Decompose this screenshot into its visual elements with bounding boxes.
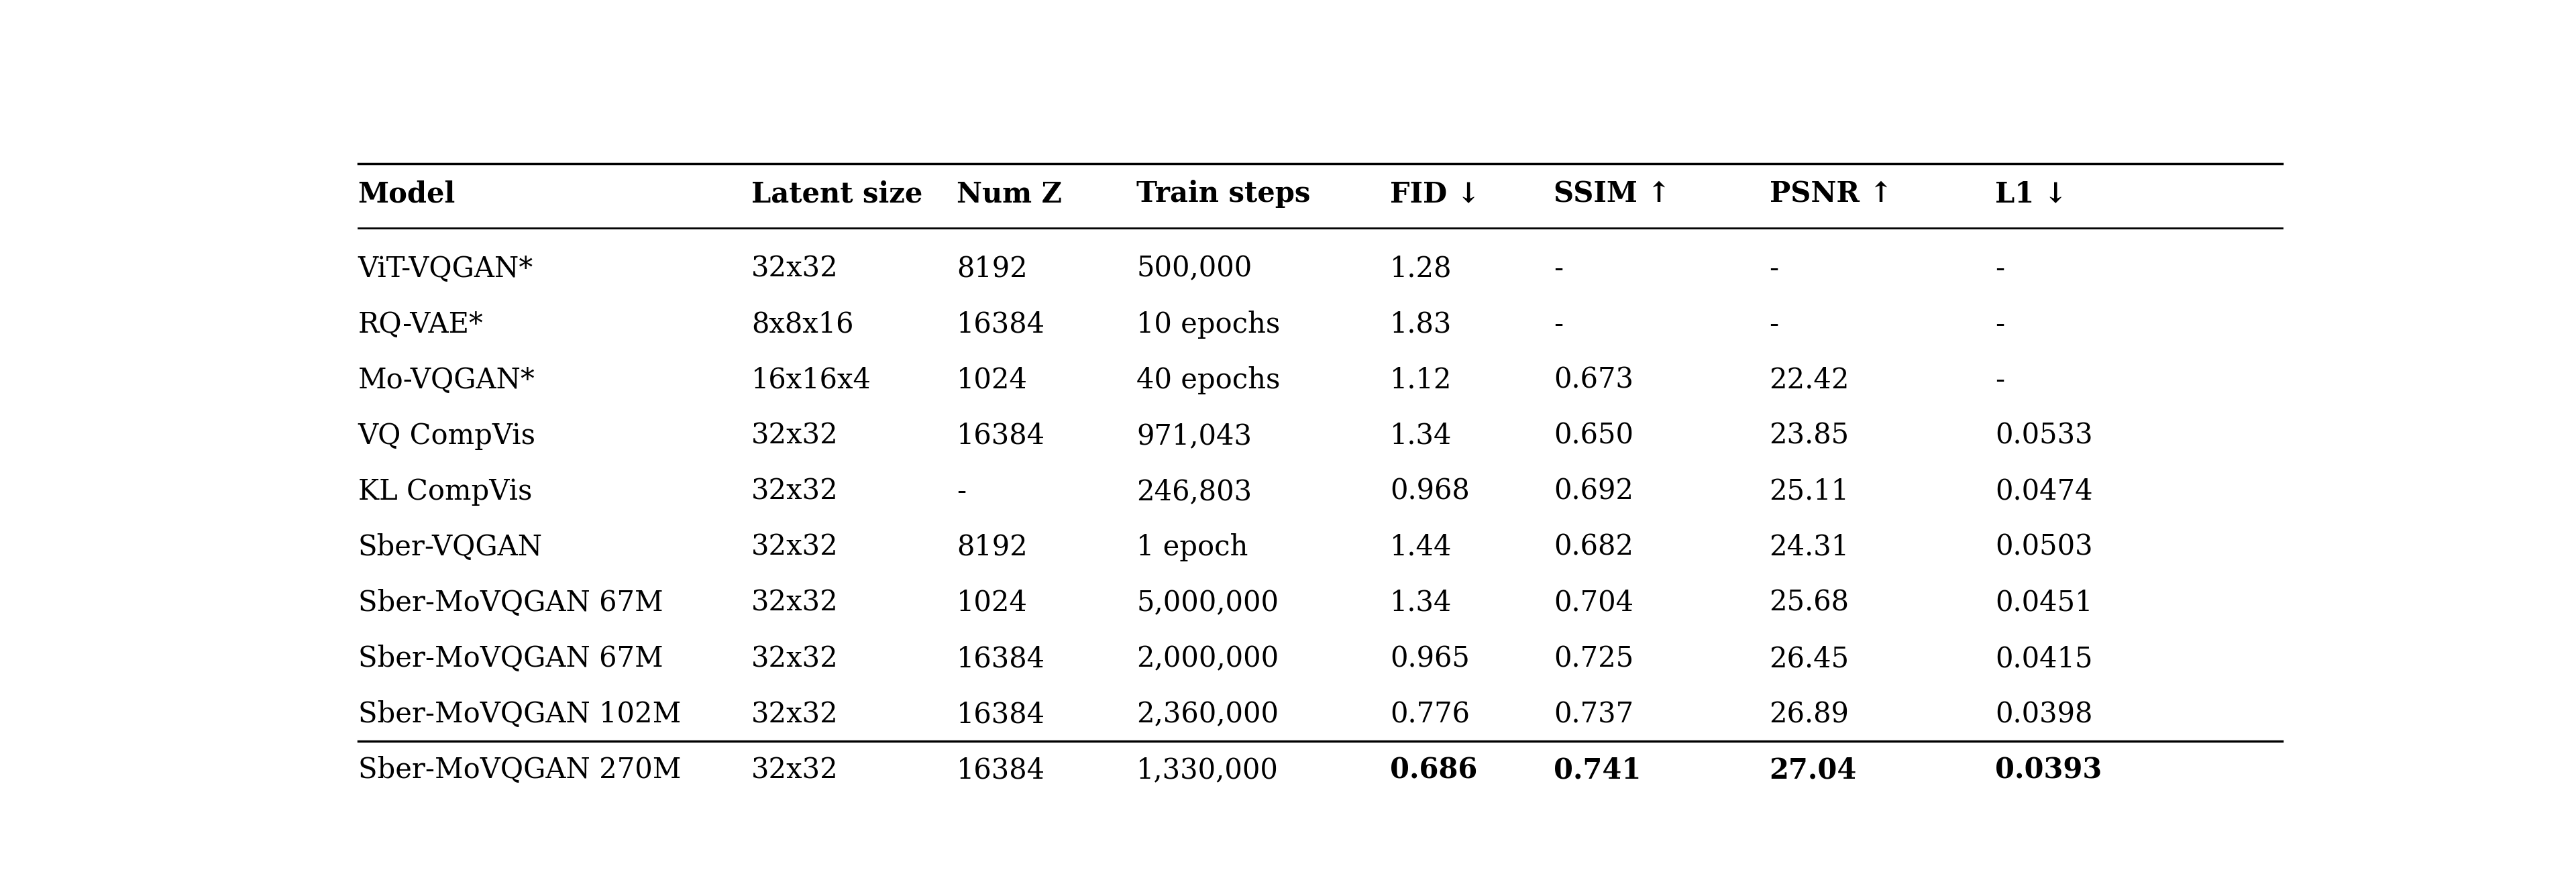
Text: 0.725: 0.725 [1553,645,1633,673]
Text: 2,000,000: 2,000,000 [1136,645,1278,673]
Text: 25.68: 25.68 [1770,589,1850,617]
Text: 0.0415: 0.0415 [1994,645,2092,673]
Text: 32x32: 32x32 [752,589,837,617]
Text: 32x32: 32x32 [752,645,837,673]
Text: -: - [1553,255,1564,283]
Text: 0.965: 0.965 [1391,645,1471,673]
Text: RQ-VAE*: RQ-VAE* [358,310,484,339]
Text: VQ CompVis: VQ CompVis [358,422,536,450]
Text: 0.682: 0.682 [1553,534,1633,561]
Text: Sber-MoVQGAN 67M: Sber-MoVQGAN 67M [358,645,662,673]
Text: -: - [1553,310,1564,339]
Text: 22.42: 22.42 [1770,366,1850,394]
Text: 8192: 8192 [956,255,1028,283]
Text: 16x16x4: 16x16x4 [752,366,871,394]
Text: 1 epoch: 1 epoch [1136,534,1249,561]
Text: Latent size: Latent size [752,180,922,208]
Text: 5,000,000: 5,000,000 [1136,589,1278,617]
Text: 16384: 16384 [956,700,1046,729]
Text: 16384: 16384 [956,756,1046,784]
Text: Sber-MoVQGAN 270M: Sber-MoVQGAN 270M [358,756,680,784]
Text: 1024: 1024 [956,589,1028,617]
Text: 32x32: 32x32 [752,477,837,505]
Text: 32x32: 32x32 [752,255,837,283]
Text: 500,000: 500,000 [1136,255,1252,283]
Text: 40 epochs: 40 epochs [1136,366,1280,394]
Text: 0.650: 0.650 [1553,422,1633,450]
Text: -: - [1994,310,2004,339]
Text: 0.737: 0.737 [1553,700,1633,729]
Text: -: - [1770,310,1780,339]
Text: 0.692: 0.692 [1553,477,1633,505]
Text: SSIM ↑: SSIM ↑ [1553,180,1672,208]
Text: 32x32: 32x32 [752,700,837,729]
Text: L1 ↓: L1 ↓ [1994,180,2066,208]
Text: 1,330,000: 1,330,000 [1136,756,1278,784]
Text: -: - [956,477,966,505]
Text: 0.741: 0.741 [1553,756,1641,784]
Text: 1.12: 1.12 [1391,366,1453,394]
Text: Sber-MoVQGAN 102M: Sber-MoVQGAN 102M [358,700,680,729]
Text: 10 epochs: 10 epochs [1136,310,1280,339]
Text: 1.34: 1.34 [1391,422,1453,450]
Text: 16384: 16384 [956,422,1046,450]
Text: 8x8x16: 8x8x16 [752,310,853,339]
Text: KL CompVis: KL CompVis [358,477,531,505]
Text: 0.968: 0.968 [1391,477,1471,505]
Text: Num Z: Num Z [956,180,1061,208]
Text: 0.0474: 0.0474 [1994,477,2092,505]
Text: 8192: 8192 [956,534,1028,561]
Text: 1.34: 1.34 [1391,589,1453,617]
Text: FID ↓: FID ↓ [1391,180,1481,208]
Text: 1.83: 1.83 [1391,310,1453,339]
Text: 1024: 1024 [956,366,1028,394]
Text: -: - [1994,255,2004,283]
Text: 32x32: 32x32 [752,534,837,561]
Text: 246,803: 246,803 [1136,477,1252,505]
Text: 0.776: 0.776 [1391,700,1471,729]
Text: 0.704: 0.704 [1553,589,1633,617]
Text: 0.0398: 0.0398 [1994,700,2092,729]
Text: Sber-MoVQGAN 67M: Sber-MoVQGAN 67M [358,589,662,617]
Text: 0.0451: 0.0451 [1994,589,2092,617]
Text: 24.31: 24.31 [1770,534,1850,561]
Text: 26.45: 26.45 [1770,645,1850,673]
Text: 0.0503: 0.0503 [1994,534,2092,561]
Text: 0.0533: 0.0533 [1994,422,2092,450]
Text: Mo-VQGAN*: Mo-VQGAN* [358,366,536,394]
Text: 25.11: 25.11 [1770,477,1850,505]
Text: ViT-VQGAN*: ViT-VQGAN* [358,255,533,283]
Text: 27.04: 27.04 [1770,756,1857,784]
Text: 0.673: 0.673 [1553,366,1633,394]
Text: Train steps: Train steps [1136,180,1311,208]
Text: -: - [1770,255,1780,283]
Text: 2,360,000: 2,360,000 [1136,700,1278,729]
Text: 1.44: 1.44 [1391,534,1453,561]
Text: Sber-VQGAN: Sber-VQGAN [358,534,544,561]
Text: 1.28: 1.28 [1391,255,1453,283]
Text: 0.686: 0.686 [1391,756,1479,784]
Text: 26.89: 26.89 [1770,700,1850,729]
Text: 16384: 16384 [956,645,1046,673]
Text: Model: Model [358,180,456,208]
Text: 23.85: 23.85 [1770,422,1850,450]
Text: 32x32: 32x32 [752,756,837,784]
Text: 16384: 16384 [956,310,1046,339]
Text: 0.0393: 0.0393 [1994,756,2102,784]
Text: 32x32: 32x32 [752,422,837,450]
Text: -: - [1994,366,2004,394]
Text: PSNR ↑: PSNR ↑ [1770,180,1893,208]
Text: 971,043: 971,043 [1136,422,1252,450]
